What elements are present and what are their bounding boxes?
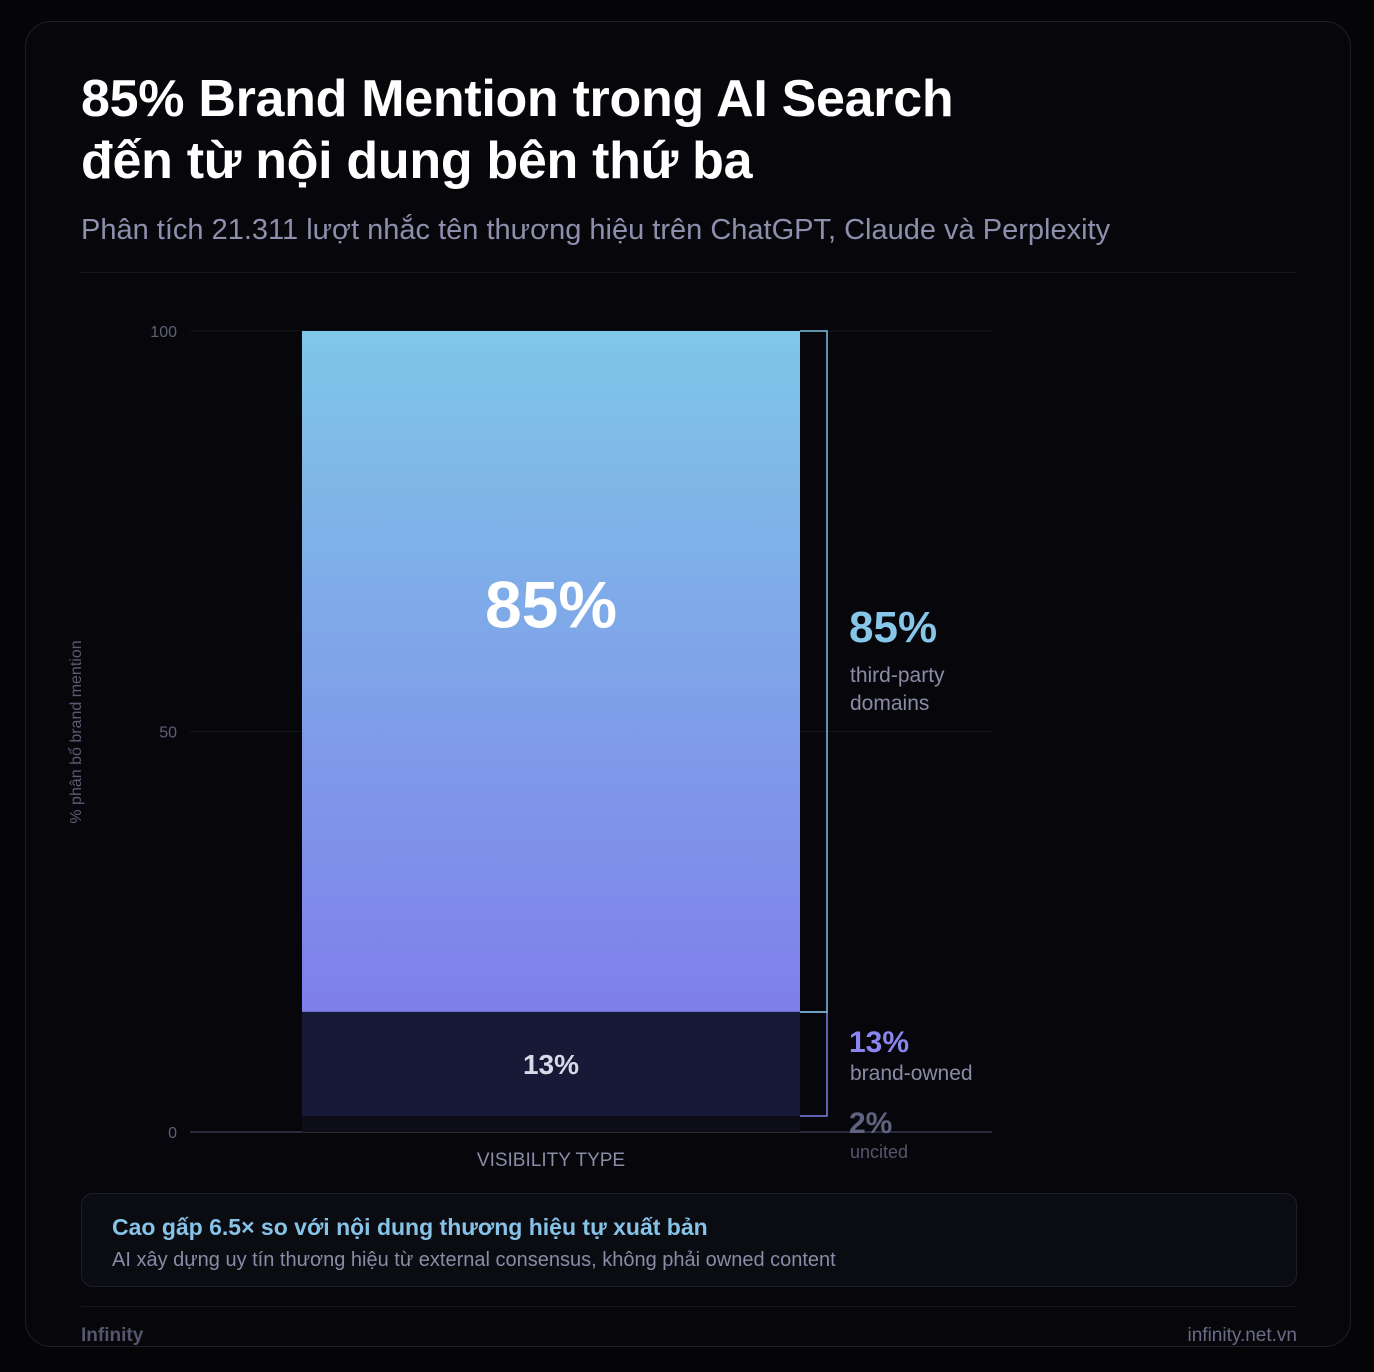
title-line-2: đến từ nội dung bên thứ ba — [81, 132, 753, 190]
bar-segment-third-party-domains — [302, 331, 800, 1012]
bar-segment-brand-owned — [302, 1011, 800, 1116]
side-category-label: domains — [850, 692, 929, 715]
side-value-label: 85% — [849, 603, 937, 652]
y-axis-label: % phân bổ brand mention — [67, 640, 85, 823]
header-divider — [81, 272, 1297, 273]
bar-value-label: 13% — [523, 1049, 579, 1080]
stacked-bar-chart: 0 50 100 % phân bổ brand mention VISIBILITY … — [67, 324, 992, 1171]
insight-callout: Cao gấp 6.5× so với nội dung thương hiệu… — [81, 1193, 1297, 1287]
y-tick-label: 50 — [159, 725, 177, 742]
y-tick-label: 100 — [150, 324, 177, 341]
side-category-label: brand-owned — [850, 1062, 973, 1085]
footer-url: infinity.net.vn — [1187, 1325, 1297, 1346]
side-category-label: third-party — [850, 664, 945, 687]
side-value-label: 13% — [849, 1026, 909, 1059]
bar-value-label: 85% — [485, 567, 617, 641]
y-tick-label: 0 — [168, 1125, 177, 1142]
footer-brand: Infinity — [81, 1325, 144, 1346]
bar-segment-uncited — [302, 1115, 800, 1132]
footer-divider — [81, 1306, 1297, 1307]
page-subtitle: Phân tích 21.311 lượt nhắc tên thương hi… — [81, 214, 1111, 246]
x-axis-label: VISIBILITY TYPE — [477, 1150, 625, 1171]
page-title: 85% Brand Mention trong AI Search đến từ… — [81, 68, 954, 192]
side-category-label: uncited — [850, 1142, 908, 1162]
title-line-1: 85% Brand Mention trong AI Search — [81, 70, 954, 128]
callout-title: Cao gấp 6.5× so với nội dung thương hiệu… — [112, 1214, 708, 1240]
segment-bracket — [800, 330, 828, 1013]
callout-text: AI xây dựng uy tín thương hiệu từ extern… — [112, 1249, 836, 1271]
segment-bracket — [800, 1011, 828, 1117]
side-value-label: 2% — [849, 1107, 892, 1140]
